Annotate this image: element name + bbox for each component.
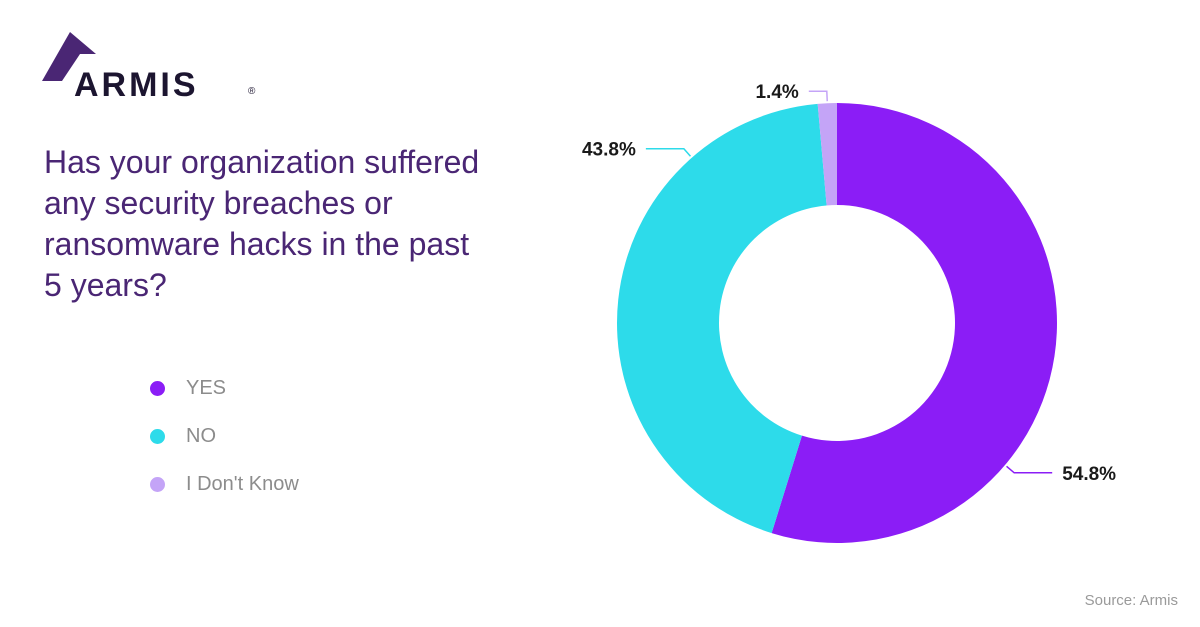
legend-item-no: NO: [150, 412, 299, 460]
legend-dot-dont-know: [150, 476, 165, 492]
legend-label-dont-know: I Don't Know: [186, 472, 299, 495]
slice-no: [616, 103, 827, 534]
legend-item-yes: YES: [150, 364, 299, 412]
armis-logo: ARMIS ®: [42, 32, 255, 104]
leader-line-yes: [1006, 465, 1053, 474]
legend-dot-yes: [150, 380, 165, 396]
data-label-dont-know: 1.4%: [755, 82, 798, 103]
registered-mark: ®: [248, 86, 256, 97]
legend-dot-no: [150, 428, 165, 444]
data-label-no: 43.8%: [582, 140, 636, 161]
source-note: Source: Armis: [1084, 592, 1178, 609]
brand-name: ARMIS: [74, 66, 199, 104]
armis-logo-mark-icon: [42, 32, 96, 81]
slice-dont-know: [817, 103, 837, 206]
legend-item-dont-know: I Don't Know: [150, 460, 299, 508]
leader-line-dont-know: [808, 90, 828, 102]
chart-title: Has your organization suffered any secur…: [44, 144, 480, 303]
leader-line-no: [645, 147, 692, 157]
data-label-yes: 54.8%: [1062, 464, 1116, 485]
legend-label-no: NO: [186, 424, 216, 447]
legend-label-yes: YES: [186, 376, 227, 399]
chart-legend: YES NO I Don't Know: [150, 364, 299, 508]
slice-yes: [771, 103, 1058, 543]
